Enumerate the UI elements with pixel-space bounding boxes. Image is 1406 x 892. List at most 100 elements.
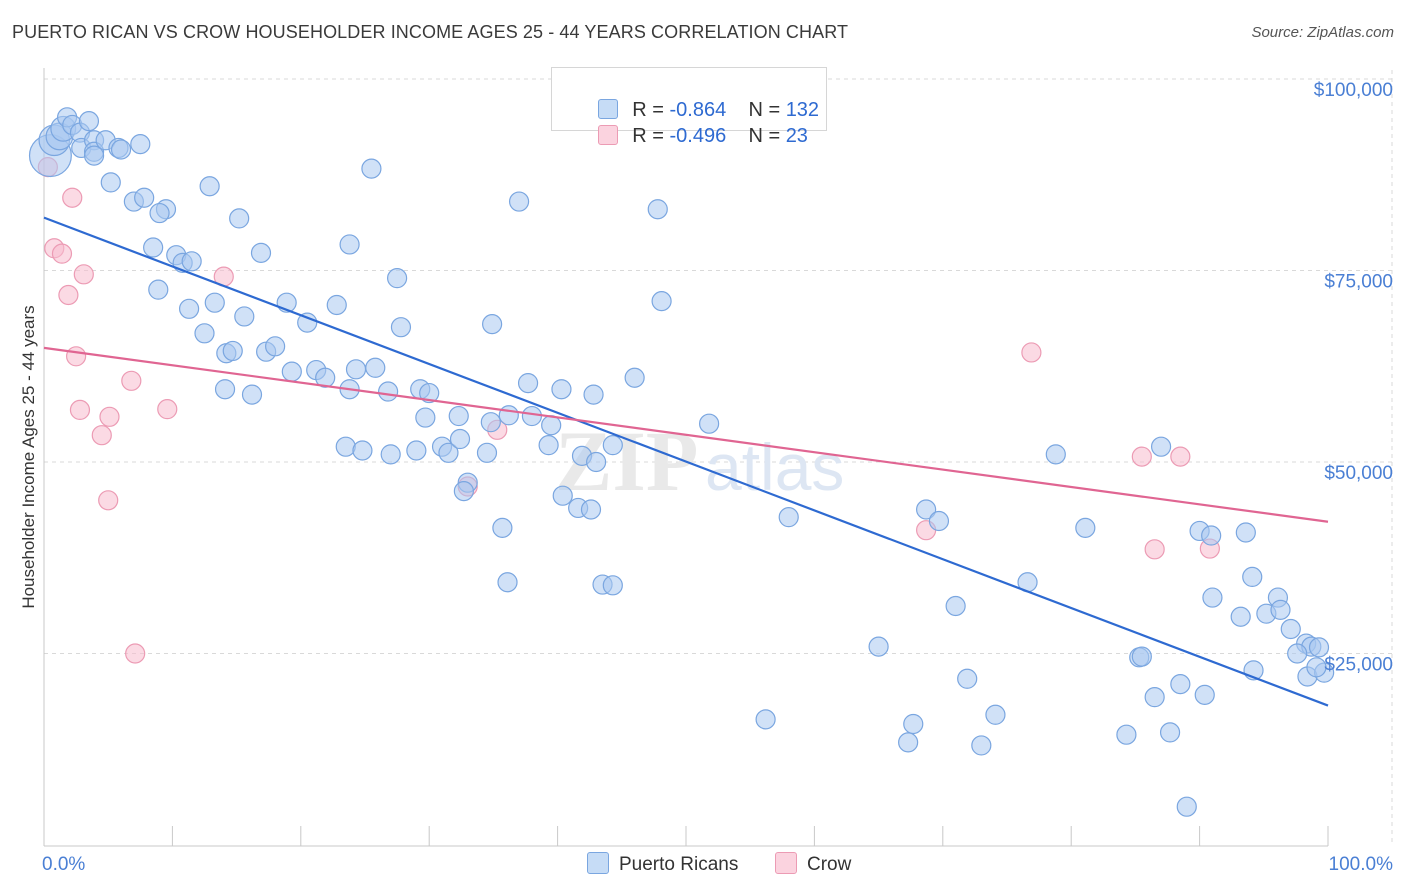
crow-point: [98, 490, 119, 511]
bottom-legend-swatch-pink: [775, 852, 797, 874]
chart-title: PUERTO RICAN VS CROW HOUSEHOLDER INCOME …: [12, 22, 849, 42]
y-axis-title: Householder Income Ages 25 - 44 years: [19, 305, 38, 608]
legend-r-label: R =: [632, 99, 670, 121]
puerto-rican-point: [1201, 525, 1222, 546]
puerto-rican-trend-line: [43, 216, 1329, 707]
x-tick-labels: 0.0% 100.0%: [42, 854, 1393, 875]
puerto-rican-point: [1045, 444, 1066, 465]
puerto-rican-point: [438, 442, 459, 463]
puerto-rican-point: [497, 572, 518, 593]
puerto-rican-point: [1194, 684, 1215, 705]
y-tick-labels: $25,000 $50,000 $75,000 $100,000: [1314, 80, 1393, 676]
puerto-rican-point: [194, 323, 215, 344]
puerto-rican-point: [204, 292, 225, 313]
puerto-rican-point: [492, 517, 513, 538]
puerto-rican-point: [241, 384, 263, 405]
puerto-rican-point: [148, 279, 169, 300]
puerto-rican-point: [390, 317, 412, 338]
puerto-rican-point: [281, 361, 302, 382]
bottom-legend: Puerto Ricans Crow: [0, 852, 1406, 878]
puerto-rican-point: [449, 428, 471, 450]
puerto-rican-point: [149, 202, 170, 224]
y-tick-label: $50,000: [1324, 463, 1393, 484]
puerto-rican-point: [378, 381, 399, 402]
crow-point: [125, 643, 146, 664]
puerto-rican-point: [476, 442, 498, 463]
puerto-rican-point: [100, 172, 121, 193]
puerto-rican-point: [352, 440, 373, 461]
crow-point: [1131, 446, 1152, 467]
puerto-rican-point: [985, 704, 1006, 725]
puerto-rican-point: [387, 268, 408, 289]
puerto-rican-point: [602, 435, 623, 456]
puerto-rican-point: [1270, 599, 1291, 620]
puerto-rican-point: [419, 382, 440, 404]
puerto-rican-point: [326, 294, 347, 316]
puerto-rican-point: [551, 379, 572, 400]
puerto-rican-point: [234, 306, 255, 327]
puerto-rican-point: [928, 510, 950, 532]
crow-point: [58, 284, 79, 306]
puerto-rican-point: [345, 359, 367, 380]
puerto-rican-point: [1242, 566, 1263, 588]
puerto-rican-point: [1280, 618, 1301, 640]
puerto-rican-point: [222, 340, 243, 362]
puerto-rican-point: [945, 595, 966, 617]
crow-points: [37, 156, 1220, 664]
puerto-rican-point: [898, 732, 919, 753]
puerto-rican-point: [178, 298, 200, 319]
puerto-rican-point: [538, 435, 559, 456]
puerto-rican-point: [508, 191, 530, 212]
puerto-rican-point: [250, 242, 272, 263]
puerto-rican-point: [498, 405, 519, 426]
puerto-rican-point: [380, 444, 401, 465]
puerto-rican-point: [339, 234, 360, 255]
puerto-rican-point: [1131, 646, 1152, 667]
legend-row-crow: R = -0.496 N = 23: [576, 102, 808, 147]
puerto-rican-point: [335, 436, 356, 457]
puerto-rican-point: [521, 405, 543, 427]
puerto-rican-point: [541, 415, 562, 436]
puerto-rican-point: [406, 440, 427, 461]
puerto-rican-point: [482, 314, 503, 335]
legend-swatch-blue: [598, 99, 619, 119]
puerto-rican-point: [580, 499, 602, 520]
bottom-legend-swatch-blue: [587, 852, 609, 874]
stats-legend: R = -0.864 N = 132 R = -0.496 N = 23: [551, 67, 827, 147]
puerto-rican-point: [602, 575, 623, 596]
source-label: Source: ZipAtlas.com: [1251, 24, 1394, 41]
crow-point: [157, 399, 178, 420]
puerto-rican-point: [83, 145, 105, 166]
crow-point: [1144, 539, 1165, 560]
puerto-rican-point: [448, 405, 469, 427]
puerto-rican-point: [1287, 643, 1308, 664]
puerto-rican-point: [651, 291, 672, 312]
puerto-rican-point: [778, 507, 799, 528]
crow-point: [69, 399, 91, 421]
puerto-rican-point: [361, 158, 382, 179]
y-tick-label: $100,000: [1314, 80, 1393, 101]
puerto-rican-points: [28, 107, 1335, 817]
crow-point: [91, 425, 112, 446]
puerto-rican-point: [297, 312, 318, 333]
puerto-rican-point: [1075, 517, 1096, 538]
legend-r-label: R =: [632, 125, 670, 147]
puerto-rican-point: [1230, 606, 1251, 627]
crow-point: [62, 187, 83, 208]
bottom-legend-crow: Crow: [775, 852, 851, 876]
puerto-rican-point: [755, 709, 776, 730]
puerto-rican-point: [130, 134, 151, 155]
bottom-legend-puerto-ricans: Puerto Ricans: [587, 852, 738, 876]
puerto-rican-point: [365, 357, 386, 378]
puerto-rican-point: [1176, 796, 1197, 817]
legend-swatch-pink: [598, 125, 619, 145]
puerto-rican-point: [265, 336, 286, 357]
watermark: ZIP atlas: [555, 413, 844, 509]
puerto-rican-point: [517, 373, 539, 394]
puerto-rican-point: [1159, 722, 1181, 743]
x-tick-label: 100.0%: [1329, 854, 1394, 875]
legend-n-value: 132: [785, 99, 820, 121]
puerto-rican-point: [868, 636, 889, 657]
puerto-rican-point: [453, 481, 474, 502]
